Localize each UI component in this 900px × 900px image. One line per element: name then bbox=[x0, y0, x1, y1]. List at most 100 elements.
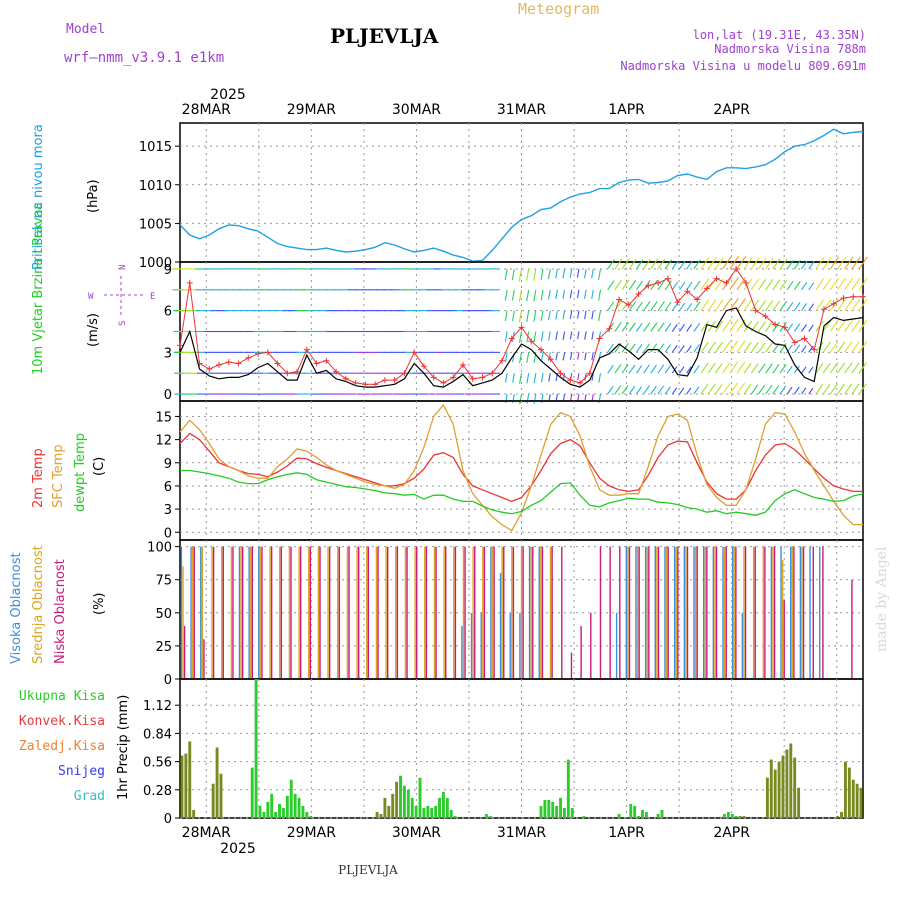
wind-barb bbox=[621, 385, 629, 395]
precip-bar bbox=[855, 783, 859, 818]
wind-gust-marker bbox=[381, 377, 388, 384]
wind-gust-marker bbox=[216, 361, 223, 368]
wind-barb bbox=[577, 310, 580, 319]
wind-barb bbox=[686, 366, 692, 374]
model-altitude-label: Nadmorska Visina u modelu 809.691m bbox=[620, 59, 866, 73]
wind-barb bbox=[628, 343, 636, 353]
wind-barb bbox=[597, 268, 602, 281]
wind-barb bbox=[511, 310, 515, 322]
wind-barb bbox=[686, 260, 693, 270]
wind-barb bbox=[844, 383, 853, 395]
wind-gust-marker bbox=[557, 370, 564, 377]
wind-barb bbox=[628, 364, 636, 374]
wind-barb bbox=[786, 302, 794, 311]
precip-bar bbox=[488, 815, 492, 818]
wind-barb bbox=[758, 300, 767, 311]
wind-barb bbox=[736, 382, 746, 395]
wind-barb bbox=[686, 324, 693, 332]
precip-bar bbox=[765, 777, 769, 818]
wind-gust-marker bbox=[411, 349, 418, 356]
wind-barb bbox=[584, 310, 587, 320]
wind-barb bbox=[801, 303, 808, 311]
wind-barb bbox=[621, 279, 630, 291]
clouds-ytick-label: 100 bbox=[147, 541, 172, 556]
wind-compass-cross bbox=[104, 276, 146, 318]
wind-unit: (m/s) bbox=[86, 313, 101, 347]
wind-barb bbox=[657, 385, 665, 395]
wind-barb bbox=[569, 268, 573, 278]
wind-gust-marker bbox=[733, 265, 740, 272]
precip-ytick-label: 0.84 bbox=[143, 727, 172, 742]
wind-barb bbox=[526, 393, 530, 404]
wind-barb bbox=[837, 383, 845, 395]
temp-ylabel-2m: 2m Temp bbox=[31, 448, 46, 508]
temperature-ytick-label: 3 bbox=[164, 503, 172, 518]
wind-barb bbox=[750, 299, 760, 311]
wind-barb bbox=[533, 310, 537, 322]
wind-barb bbox=[533, 373, 537, 384]
wind-barb bbox=[664, 344, 672, 353]
wind-barb bbox=[591, 310, 594, 320]
wind-gust-marker bbox=[245, 354, 252, 361]
clouds-ytick-label: 50 bbox=[155, 607, 172, 622]
temperature-ytick-label: 15 bbox=[155, 410, 172, 425]
wind-barb bbox=[858, 277, 868, 291]
precip-bar bbox=[777, 761, 781, 818]
precip-bar bbox=[793, 757, 797, 818]
bottom-day-labels: 28MAR 29MAR 30MAR 31MAR 1APR 2APR bbox=[182, 825, 751, 841]
wind-barb bbox=[518, 289, 523, 302]
wind-barb bbox=[614, 364, 622, 374]
wind-barb bbox=[837, 256, 847, 270]
wind-barb bbox=[693, 301, 701, 311]
wind-barb bbox=[540, 310, 544, 321]
wind-gust-marker bbox=[362, 381, 369, 388]
wind-gust-marker bbox=[606, 325, 613, 332]
wind-barb bbox=[607, 385, 614, 395]
wind-barb bbox=[829, 256, 840, 270]
wind-barb bbox=[837, 299, 846, 311]
wind-barb bbox=[533, 331, 537, 343]
wind-barb bbox=[844, 256, 854, 270]
precip-bar bbox=[847, 767, 851, 818]
wind-barb bbox=[607, 322, 615, 332]
precip-bar bbox=[730, 813, 734, 818]
wind-barb bbox=[664, 386, 671, 395]
wind-barb bbox=[758, 278, 767, 291]
wind-barb bbox=[722, 256, 732, 270]
wind-barb bbox=[801, 387, 807, 395]
wind-barb bbox=[729, 319, 739, 332]
wind-gust-marker bbox=[186, 279, 193, 286]
wind-barb bbox=[650, 279, 658, 291]
wind-barb bbox=[591, 352, 594, 361]
precip-bar bbox=[797, 787, 801, 818]
wind-barb bbox=[583, 268, 587, 279]
precip-legend-graupel: Grad bbox=[74, 789, 105, 804]
wind-barb bbox=[519, 352, 523, 364]
temp-line-1 bbox=[179, 403, 863, 532]
wind-barb bbox=[829, 341, 839, 353]
wind-barb bbox=[555, 268, 558, 279]
wind-barb bbox=[584, 352, 587, 361]
wind-barb bbox=[736, 255, 747, 270]
wind-barb bbox=[693, 343, 700, 353]
wind-barb bbox=[577, 393, 580, 401]
wind-barb bbox=[750, 363, 759, 374]
wind-barb bbox=[635, 301, 643, 311]
wind-barb bbox=[722, 298, 732, 311]
wind-barb bbox=[693, 365, 700, 374]
wind-barb bbox=[765, 278, 774, 291]
wind-barb bbox=[614, 258, 623, 270]
wind-barb bbox=[533, 289, 537, 302]
wind-barb bbox=[607, 280, 615, 291]
wind-barb bbox=[591, 268, 594, 279]
clouds-ytick-label: 0 bbox=[164, 673, 172, 688]
bottom-day-label: 2APR bbox=[713, 825, 750, 841]
precip-bar bbox=[582, 815, 586, 818]
precip-bar bbox=[840, 811, 843, 818]
wind-barb bbox=[614, 385, 622, 395]
wind-gust-marker bbox=[645, 282, 652, 289]
wind-barb bbox=[858, 341, 868, 353]
precip-bar bbox=[274, 811, 278, 818]
wind-barb bbox=[577, 352, 580, 360]
wind-barb bbox=[562, 331, 566, 340]
